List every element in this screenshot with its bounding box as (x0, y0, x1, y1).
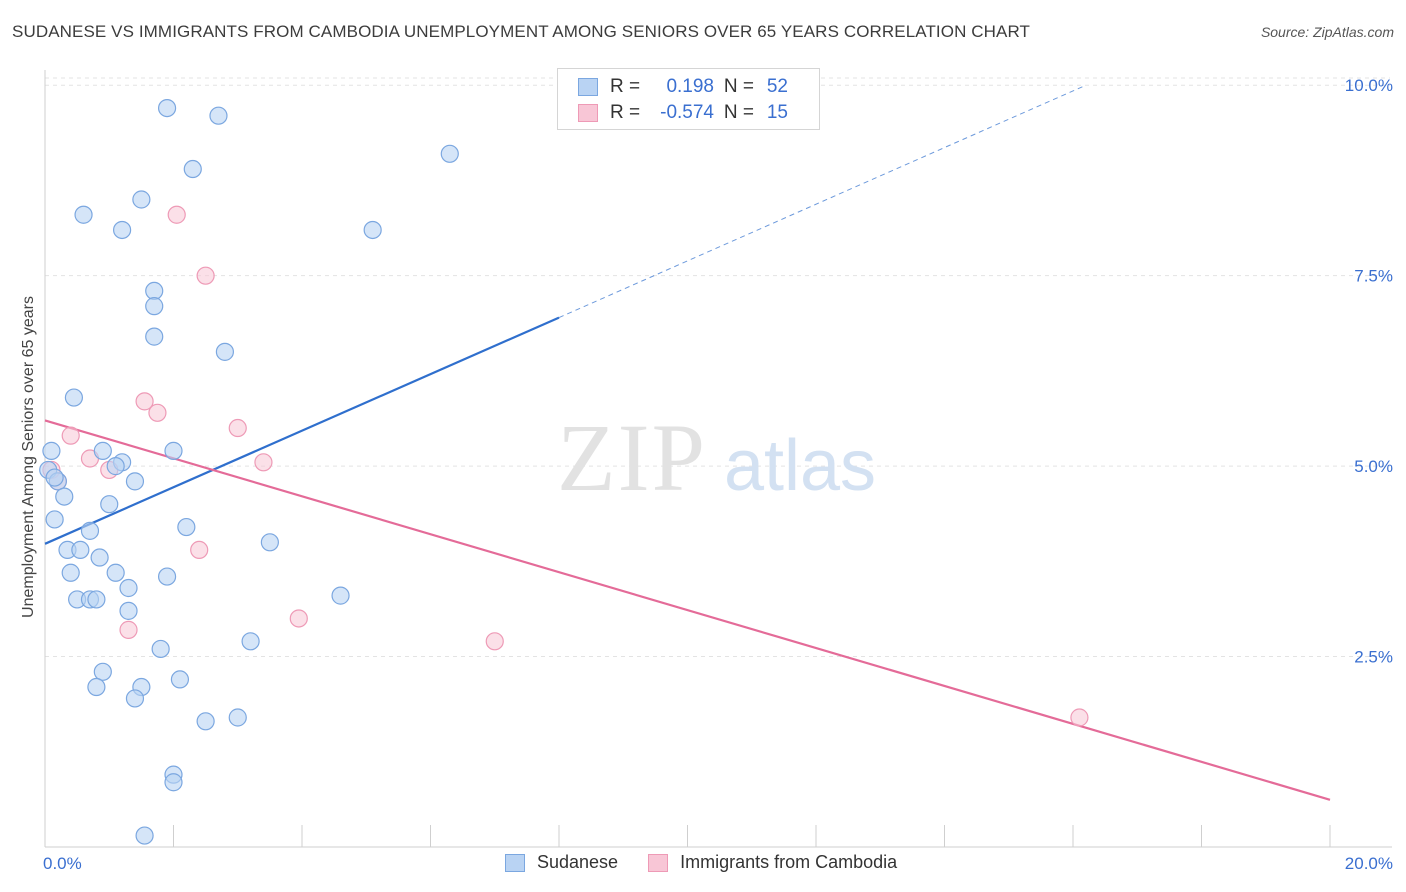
data-point-cambodia (254, 453, 273, 472)
data-point-sudanese (93, 441, 112, 460)
data-points (39, 98, 1089, 845)
legend-swatch-cambodia (648, 853, 669, 872)
data-point-sudanese (164, 773, 183, 792)
data-point-sudanese (440, 144, 459, 163)
data-point-sudanese (45, 468, 64, 487)
legend-swatch-sudanese (578, 78, 598, 96)
data-point-cambodia (135, 392, 154, 411)
data-point-sudanese (157, 567, 177, 586)
data-point-sudanese (135, 826, 154, 845)
trend-line-sudanese-extension (558, 84, 1087, 319)
data-point-sudanese (164, 441, 183, 460)
data-point-sudanese (106, 563, 125, 582)
data-point-sudanese (87, 677, 106, 697)
legend-r-value: -0.574 (660, 102, 714, 123)
data-point-cambodia (1070, 708, 1089, 727)
data-point-sudanese (177, 517, 196, 537)
legend-swatch-sudanese (505, 853, 525, 872)
tick-labels: 2.5% 5.0% 7.5% 10.0% 0.0% 20.0% (43, 76, 1393, 873)
legend-row-cambodia: R = -0.574 N = 15 (578, 101, 788, 125)
data-point-sudanese (157, 98, 177, 118)
data-point-sudanese (170, 670, 190, 689)
data-point-cambodia (289, 609, 308, 628)
data-point-sudanese (151, 639, 170, 659)
data-point-sudanese (112, 220, 132, 240)
legend-n-value: 52 (766, 76, 788, 97)
data-point-sudanese (42, 441, 61, 460)
legend-swatch-cambodia (578, 104, 598, 122)
data-point-cambodia (485, 632, 504, 651)
data-point-cambodia (61, 426, 80, 445)
y-tick-label: 10.0% (1345, 76, 1393, 95)
data-point-sudanese (71, 540, 90, 560)
data-point-sudanese (145, 297, 164, 316)
data-point-cambodia (190, 540, 209, 560)
watermark: ZIP atlas (557, 404, 876, 511)
legend-n-label: N = (723, 102, 754, 123)
data-point-sudanese (228, 708, 247, 727)
data-point-sudanese (241, 632, 260, 651)
data-point-cambodia (196, 266, 215, 285)
data-point-cambodia (228, 418, 247, 438)
data-point-sudanese (64, 388, 84, 407)
watermark-zip: ZIP (557, 404, 707, 511)
data-point-sudanese (74, 205, 93, 224)
x-tick-label: 0.0% (43, 854, 82, 873)
data-point-sudanese (55, 487, 74, 506)
trend-line-cambodia (44, 419, 1331, 801)
data-point-sudanese (45, 510, 64, 529)
data-point-cambodia (119, 620, 138, 639)
y-axis-label: Unemployment Among Seniors over 65 years (20, 296, 37, 618)
chart-title: SUDANESE VS IMMIGRANTS FROM CAMBODIA UNE… (12, 22, 1031, 41)
x-tick-label: 20.0% (1345, 854, 1393, 873)
data-point-sudanese (90, 548, 109, 567)
data-point-cambodia (167, 205, 186, 224)
legend-row-sudanese: R = 0.198 N = 52 (578, 75, 788, 99)
legend-n-value: 15 (766, 102, 788, 123)
data-point-sudanese (331, 586, 350, 605)
data-point-sudanese (183, 159, 202, 179)
legend-r-label: R = (610, 102, 641, 123)
data-point-sudanese (145, 281, 164, 301)
data-point-sudanese (93, 662, 112, 681)
trend-lines (44, 84, 1331, 801)
y-tick-label: 2.5% (1354, 648, 1393, 667)
data-point-sudanese (125, 689, 145, 708)
legend-label-sudanese: Sudanese (537, 852, 619, 872)
data-point-sudanese (87, 590, 106, 609)
axes (44, 70, 1392, 848)
data-point-sudanese (196, 712, 215, 731)
watermark-atlas: atlas (724, 426, 876, 506)
data-point-sudanese (209, 106, 228, 125)
legend-r-label: R = (610, 76, 641, 97)
correlation-legend: R = 0.198 N = 52 R = -0.574 N = 15 (557, 68, 820, 130)
data-point-sudanese (125, 472, 145, 491)
data-point-cambodia (148, 403, 167, 422)
grid-lines (45, 77, 1390, 658)
y-tick-label: 7.5% (1354, 267, 1393, 286)
legend-n-label: N = (723, 76, 754, 97)
data-point-sudanese (61, 563, 80, 582)
data-point-sudanese (215, 342, 234, 361)
data-point-sudanese (260, 533, 279, 552)
data-point-sudanese (100, 495, 119, 514)
y-tick-label: 5.0% (1354, 457, 1393, 476)
legend-r-value: 0.198 (666, 76, 714, 97)
data-point-sudanese (80, 521, 100, 540)
trend-line-sudanese (44, 316, 560, 545)
legend-label-cambodia: Immigrants from Cambodia (680, 852, 898, 872)
data-point-sudanese (132, 190, 151, 209)
data-point-sudanese (106, 457, 125, 476)
series-legend: Sudanese Immigrants from Cambodia (505, 852, 927, 873)
data-point-sudanese (119, 601, 138, 620)
legend-item-cambodia: Immigrants from Cambodia (648, 852, 897, 873)
data-point-sudanese (145, 327, 164, 346)
data-point-sudanese (363, 220, 382, 240)
legend-item-sudanese: Sudanese (505, 852, 618, 873)
source-label: Source: ZipAtlas.com (1260, 24, 1394, 40)
data-point-sudanese (119, 578, 138, 598)
